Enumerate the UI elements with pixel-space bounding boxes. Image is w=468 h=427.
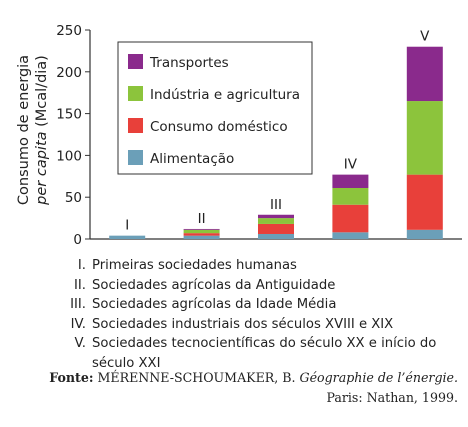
bar-label-ii: II [198,211,206,227]
y-tick-label: 250 [56,23,82,39]
bar-segment-transportes [183,228,220,230]
bar-segment-consumo-dom-stico [406,174,443,230]
source-label: Fonte: [49,370,94,385]
note-text: Sociedades industriais dos séculos XVIII… [92,316,394,332]
source-publisher: Paris: Nathan, 1999. [326,390,458,405]
bar-segment-transportes [258,214,294,219]
bar-segment-ind-stria-e-agricultura [183,229,220,234]
bar-segment-consumo-dom-stico [183,233,220,236]
bar-segment-alimenta-o [258,233,294,239]
note-number: II. [74,277,86,293]
y-tick-label: 50 [65,190,82,206]
legend-label: Consumo doméstico [150,119,288,135]
y-tick-label: 0 [73,232,82,248]
bar-segment-alimenta-o [183,235,220,239]
note-text: Sociedades tecnocientíficas do século XX… [92,336,437,371]
note-item: V. Sociedades tecnocientíficas do século… [58,334,463,373]
y-tick-label: 150 [56,107,82,123]
y-tick-label: 200 [56,65,82,81]
legend-box [117,41,313,175]
note-text: Sociedades agrícolas da Idade Média [92,297,337,313]
bar-segment-ind-stria-e-agricultura [406,101,443,175]
legend-swatch [128,118,143,133]
bar-segment-consumo-dom-stico [332,204,369,233]
legend-swatch [128,150,143,165]
source-author: MÉRENNE-SCHOUMAKER, B. [93,370,300,385]
chart-legend: Transportes Indústria e agricultura Consum… [117,41,313,175]
chart-bars [109,46,443,239]
y-axis-label-line1: Consumo de energia [16,55,32,205]
bar-segment-transportes [332,174,369,189]
svg-text:per capita (Mcal/dia): per capita (Mcal/dia) [34,55,50,206]
bar-segment-alimenta-o [332,232,369,239]
bar-segment-consumo-dom-stico [258,223,294,234]
legend-swatch [128,86,143,101]
legend-label: Transportes [149,55,229,71]
y-axis-label-line2-italic: per capita [34,131,50,205]
y-axis-label-line2-unit: (Mcal/dia) [34,55,50,131]
svg-text:Consumo de energia: Consumo de energia [16,55,32,205]
bar-label-iii: III [270,197,282,213]
legend-label: Indústria e agricultura [150,87,300,103]
note-number: V. [74,336,86,352]
bar-label-iv: IV [344,157,358,173]
bar-segment-ind-stria-e-agricultura [332,188,369,205]
note-number: IV. [70,316,86,332]
note-item: I. Primeiras sociedades humanas [58,256,463,276]
note-item: II. Sociedades agrícolas da Antiguidade [58,276,463,296]
bar-segment-alimenta-o [406,229,443,239]
legend-swatch [128,54,143,69]
y-tick-label: 100 [56,148,82,164]
source-title: Géographie de l’énergie. [299,370,458,385]
bar-label-v: V [420,29,430,45]
category-notes: I. Primeiras sociedades humanas II. Soci… [58,256,463,374]
source-citation: Fonte: MÉRENNE-SCHOUMAKER, B. Géographie… [38,368,458,408]
bar-segment-ind-stria-e-agricultura [258,218,294,224]
note-item: III. Sociedades agrícolas da Idade Média [58,295,463,315]
note-text: Sociedades agrícolas da Antiguidade [92,277,336,293]
legend-label: Alimentação [150,151,234,167]
note-number: III. [70,297,86,313]
note-number: I. [77,258,86,273]
note-item: IV. Sociedades industriais dos séculos X… [58,315,463,335]
y-axis-label: Consumo de energia per capita (Mcal/dia) [16,55,50,206]
note-text: Primeiras sociedades humanas [92,258,297,273]
bar-segment-transportes [406,46,443,102]
bar-segment-alimenta-o [109,235,146,239]
chart-axes: 0 50 100 150 200 250 [56,23,462,248]
bar-label-i: I [125,218,129,234]
